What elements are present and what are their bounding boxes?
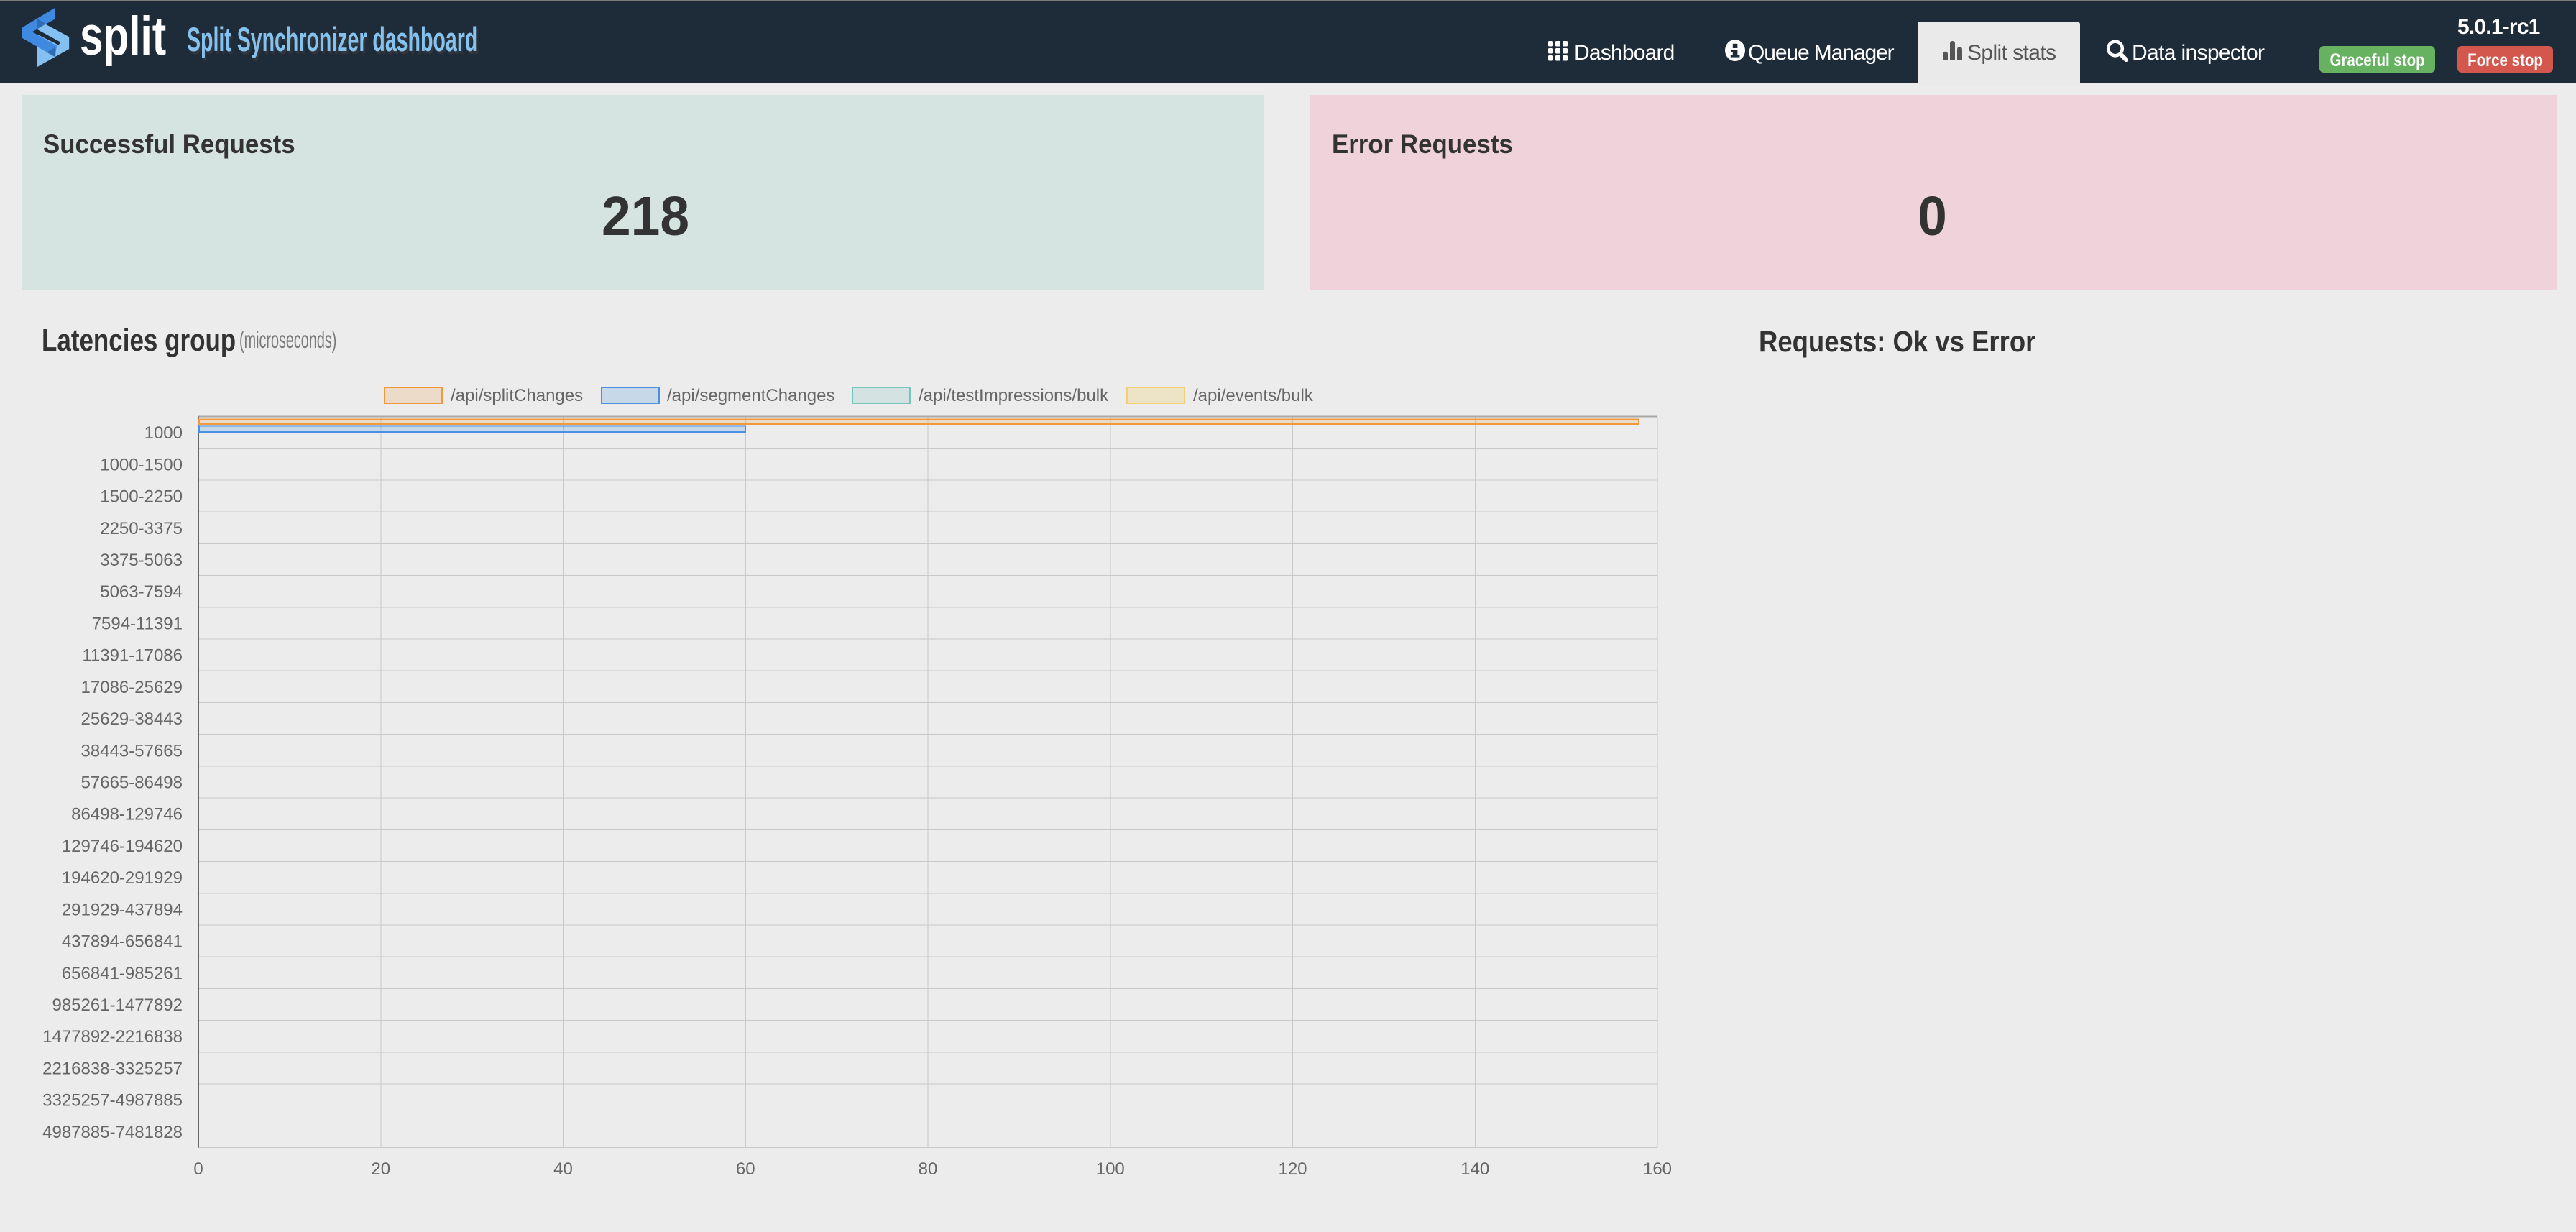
svg-text:985261-1477892: 985261-1477892 [52,996,183,1015]
svg-text:3325257-4987885: 3325257-4987885 [42,1091,183,1111]
svg-text:60: 60 [736,1159,755,1179]
svg-text:17086-25629: 17086-25629 [81,678,183,697]
svg-text:656841-985261: 656841-985261 [62,964,183,983]
svg-text:3375-5063: 3375-5063 [100,551,183,570]
svg-text:129746-194620: 129746-194620 [62,837,183,856]
svg-text:38443-57665: 38443-57665 [81,741,183,760]
svg-text:80: 80 [919,1159,938,1179]
svg-text:11391-17086: 11391-17086 [82,646,183,666]
svg-text:437894-656841: 437894-656841 [62,932,183,952]
svg-text:86498-129746: 86498-129746 [71,805,183,824]
svg-text:140: 140 [1460,1159,1489,1179]
svg-text:25629-38443: 25629-38443 [81,709,183,729]
svg-text:194620-291929: 194620-291929 [62,868,183,888]
svg-text:40: 40 [553,1159,573,1179]
svg-text:5063-7594: 5063-7594 [100,582,183,602]
svg-text:/api/segmentChanges: /api/segmentChanges [667,386,834,405]
svg-text:/api/testImpressions/bulk: /api/testImpressions/bulk [919,386,1109,405]
svg-text:/api/events/bulk: /api/events/bulk [1193,386,1314,405]
svg-text:4987885-7481828: 4987885-7481828 [42,1123,183,1142]
svg-text:0: 0 [193,1159,203,1179]
svg-text:1500-2250: 1500-2250 [100,487,183,507]
svg-text:2216838-3325257: 2216838-3325257 [42,1059,183,1078]
svg-text:1000: 1000 [144,423,183,443]
svg-text:7594-11391: 7594-11391 [92,614,183,633]
svg-text:160: 160 [1643,1159,1672,1179]
svg-text:291929-437894: 291929-437894 [62,900,183,919]
svg-text:/api/splitChanges: /api/splitChanges [451,386,583,405]
svg-text:1477892-2216838: 1477892-2216838 [42,1027,183,1047]
svg-text:120: 120 [1278,1159,1307,1179]
svg-text:100: 100 [1096,1159,1125,1179]
svg-text:1000-1500: 1000-1500 [100,455,183,474]
svg-text:57665-86498: 57665-86498 [81,773,183,793]
svg-text:20: 20 [371,1159,390,1179]
svg-text:2250-3375: 2250-3375 [100,519,183,538]
